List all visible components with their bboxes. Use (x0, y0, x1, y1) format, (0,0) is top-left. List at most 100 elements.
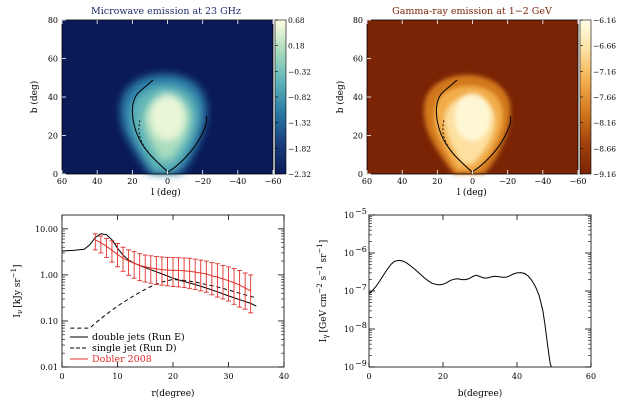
microwave-lobe-peak (149, 93, 186, 142)
microwave-emission-lobe (120, 73, 207, 174)
gamma-ray-map-ylabel: b (deg) (335, 81, 346, 114)
gamma-ray-map-title: Gamma-ray emission at 1−2 GeV (392, 6, 552, 17)
colorbar-tick-label: −8.16 (593, 119, 616, 128)
microwave-profile-xlabel: r(degree) (151, 388, 194, 399)
xtick-label: 30 (223, 372, 233, 381)
microwave-dotted-contour (138, 119, 149, 153)
map-ytick-label: 60 (353, 55, 363, 64)
map-xtick-label: −20 (194, 177, 211, 186)
gamma-bubble-outline-right (471, 115, 512, 173)
ytick-label: 10 (344, 211, 354, 220)
map-xtick-label: 0 (470, 177, 475, 186)
map-xtick-label: 0 (165, 177, 170, 186)
ytick-exponent: −6 (355, 245, 367, 254)
map-ytick-label: 0 (53, 170, 58, 179)
legend-label-double-jets: double jets (Run E) (92, 332, 185, 343)
microwave-colorbar-ticks: 0.68 0.18 −0.32 −0.82 −1.32 −1.82 −2.32 (275, 16, 311, 179)
microwave-profile-ylabel: Iν[kJy sr−1] (10, 264, 24, 317)
gamma-ray-profile-xlabel: b(degree) (458, 388, 503, 399)
microwave-map-axis-ticks: 60 40 20 0 −20 −40 −60 0 20 40 60 80 (48, 16, 282, 186)
colorbar-tick-label: 0.18 (288, 42, 305, 51)
map-xtick-label: −20 (499, 177, 516, 186)
gamma-dotted-contour (442, 119, 453, 153)
colorbar-tick-label: −6.66 (593, 42, 616, 51)
map-ytick-label: 40 (48, 93, 58, 102)
colorbar-tick-label: −0.82 (288, 93, 311, 102)
map-xtick-label: 60 (362, 177, 372, 186)
xtick-label: 40 (512, 372, 522, 381)
ytick-exponent: −5 (355, 207, 367, 216)
microwave-profile-panel: 0 10 20 30 40 0.01 0.10 1.00 10.00 r(degree) Iν[… (10, 214, 289, 399)
dobler-data-line (95, 239, 251, 292)
map-xtick-label: 20 (127, 177, 137, 186)
colorbar-tick-label: −1.32 (288, 119, 311, 128)
map-ytick-label: 60 (48, 55, 58, 64)
gamma-ray-colorbar-ticks: −6.16 −6.66 −7.16 −7.66 −8.16 −8.66 −9.16 (580, 16, 616, 179)
map-ytick-label: 40 (353, 93, 363, 102)
ytick-label: 10 (344, 363, 354, 372)
xtick-label: 20 (438, 372, 448, 381)
ytick-label: 1.00 (40, 271, 58, 280)
microwave-profile-plot: 0 10 20 30 40 0.01 0.10 1.00 10.00 (35, 215, 289, 381)
gamma-ray-profile-frame (368, 214, 592, 368)
ytick-exponent: −9 (355, 359, 367, 368)
gamma-bubble-outline-left (435, 79, 473, 173)
ytick-label: 10 (344, 249, 354, 258)
gamma-ray-map-panel: Gamma-ray emission at 1−2 GeV 60 40 20 0 −20… (335, 6, 616, 198)
gamma-lobe-peak (454, 93, 491, 142)
ytick-label: 10.00 (35, 225, 58, 234)
colorbar-tick-label: −6.16 (593, 16, 616, 25)
gamma-ray-map-axis-ticks: 60 40 20 0 −20 −40 −60 0 20 40 60 80 (353, 16, 587, 186)
legend-label-single-jet: single jet (Run D) (92, 343, 177, 354)
dobler-data-series (92, 233, 254, 314)
ytick-exponent: −7 (355, 283, 367, 292)
map-ytick-label: 20 (48, 132, 58, 141)
colorbar-tick-label: −7.16 (593, 67, 616, 76)
ytick-exponent: −8 (355, 321, 367, 330)
map-ytick-label: 80 (353, 16, 363, 25)
colorbar-tick-label: −7.66 (593, 93, 616, 102)
microwave-profile-legend: double jets (Run E) single jet (Run D) D… (70, 332, 185, 365)
gamma-ray-profile-ylabel: Iγ[GeV cm−2 s−1 sr−1] (316, 240, 330, 343)
xtick-label: 20 (168, 372, 178, 381)
colorbar-tick-label: −8.66 (593, 144, 616, 153)
colorbar-tick-label: 0.68 (288, 16, 305, 25)
gamma-ray-emission-lobe (423, 74, 511, 174)
colorbar-tick-label: −9.16 (593, 170, 616, 179)
legend-label-dobler: Dobler 2008 (92, 354, 152, 365)
microwave-map-title: Microwave emission at 23 GHz (91, 6, 241, 17)
map-ytick-label: 0 (358, 170, 363, 179)
xtick-label: 0 (59, 372, 64, 381)
ytick-label: 0.01 (40, 363, 58, 372)
double-jets-line (61, 233, 257, 307)
map-xtick-label: −60 (265, 177, 282, 186)
microwave-profile-frame (61, 214, 285, 368)
xtick-label: 0 (366, 372, 371, 381)
microwave-bubble-outline-right (167, 115, 208, 173)
microwave-map-panel: Microwave emission at 23 GHz 60 40 20 0 −20 −… (29, 6, 311, 198)
map-xtick-label: 20 (432, 177, 442, 186)
map-xtick-label: 60 (57, 177, 67, 186)
microwave-map-ylabel: b (deg) (29, 81, 40, 114)
xtick-label: 10 (112, 372, 122, 381)
gamma-profile-line (368, 259, 552, 368)
map-xtick-label: 40 (397, 177, 407, 186)
microwave-map-xlabel: l (deg) (151, 187, 181, 198)
colorbar-tick-label: −1.82 (288, 144, 311, 153)
map-xtick-label: 40 (92, 177, 102, 186)
ytick-label: 0.10 (40, 317, 58, 326)
map-ytick-label: 80 (48, 16, 58, 25)
single-jet-line (70, 278, 257, 329)
gamma-ray-map-xlabel: l (deg) (457, 187, 487, 198)
xtick-label: 40 (279, 372, 289, 381)
xtick-label: 60 (586, 372, 596, 381)
colorbar-tick-label: −0.32 (288, 67, 311, 76)
map-xtick-label: −40 (229, 177, 246, 186)
ytick-label: 10 (344, 287, 354, 296)
map-ytick-label: 20 (353, 132, 363, 141)
ytick-label: 10 (344, 325, 354, 334)
microwave-bubble-outline-left (131, 79, 169, 173)
